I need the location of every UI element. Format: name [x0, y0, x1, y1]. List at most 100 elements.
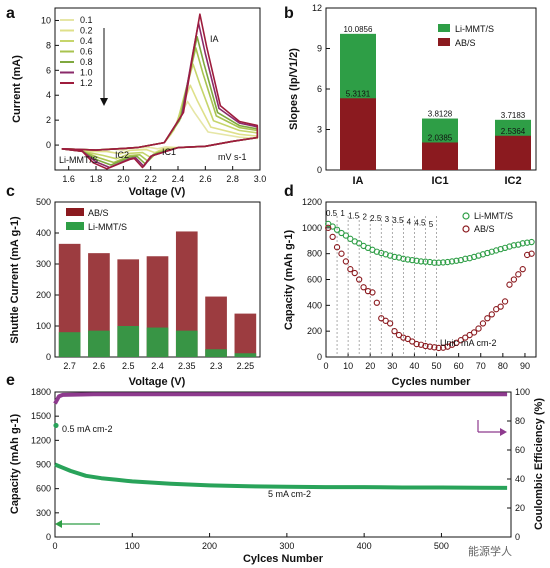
legend-marker-d [462, 225, 470, 233]
legend-label-b: AB/S [455, 38, 476, 48]
point-ab [519, 266, 526, 273]
axis-ticks-e: 0 100 200 300 400 500 0 300 600 900 1200 1500 1800 0 2… [31, 387, 530, 551]
axis-ticks-b: 0 3 6 9 12 [312, 3, 330, 175]
data-label-top: 3.7183 [501, 111, 526, 120]
ytick-label-d: 200 [307, 326, 322, 336]
xtick-label-d: 20 [365, 361, 375, 371]
y2tick-label-e: 80 [515, 416, 525, 426]
legend-d: Li-MMT/S AB/S [462, 211, 513, 234]
point-ab [333, 244, 341, 251]
point-ab [347, 266, 354, 273]
xtick-label-e: 400 [357, 541, 372, 551]
point-li-mmt [435, 259, 442, 266]
xtick-label-b: IC2 [504, 175, 521, 187]
point-li-mmt [417, 258, 425, 265]
xtick-label-a: 2.8 [226, 174, 239, 184]
panel-a: a 1.6 1.8 2.0 2.2 2.4 2.6 2.8 3.0 0 2 4 6 8 10 Voltag… [6, 5, 266, 198]
xtick-label-e: 300 [279, 541, 294, 551]
rate-label: 1 [340, 209, 345, 218]
plot-frame-a [54, 7, 261, 171]
capacity-line [54, 462, 508, 490]
point-li-mmt [524, 239, 531, 246]
xtick-label-d: 40 [409, 361, 419, 371]
legend-marker-d [462, 212, 470, 220]
annot-unit: mV s-1 [218, 152, 247, 162]
rate-dividers: 0.5 1 1.5 2 2.5 3 3.5 4 4.5 5 [326, 209, 437, 357]
cv-curve-1.2 [61, 13, 259, 170]
panel-d: d 0 10 20 30 40 50 60 70 80 900200400600800100012… [283, 183, 537, 388]
point-li-mmt [347, 235, 354, 242]
point-li-mmt [440, 259, 447, 266]
ytick-label-d: 800 [307, 249, 322, 259]
point-ab [470, 329, 478, 336]
point-ab [475, 325, 482, 332]
point-ab [329, 233, 336, 241]
legend-c: AB/S Li-MMT/S [66, 208, 127, 232]
rate-label: 2.5 [370, 214, 382, 223]
ytick-label-e: 900 [36, 460, 51, 470]
point-ab [488, 311, 495, 318]
point-li-mmt [413, 257, 420, 264]
watermark: 能源学人 [468, 544, 512, 558]
ytick-label-a: 2 [46, 115, 51, 125]
ytick-label-d: 1200 [302, 197, 322, 207]
ytick-label-a: 0 [46, 140, 51, 150]
xtick-label-c: 2.3 [210, 361, 223, 371]
xtick-label-d: 0 [323, 361, 328, 371]
ylabel-e: Capacity (mAh g-1) [9, 414, 21, 515]
point-ab [338, 250, 345, 257]
point-ab [351, 269, 358, 277]
point-ab [466, 331, 473, 339]
series-e [53, 392, 508, 490]
point-ab [506, 281, 513, 288]
y2tick-label-e: 60 [515, 445, 525, 455]
point-li-mmt [333, 226, 341, 233]
xtick-label-c: 2.4 [151, 361, 164, 371]
bar-red-2.7 [58, 243, 81, 357]
point-ab [462, 334, 469, 341]
ylabel-d: Capacity (mAh g-1) [283, 230, 295, 331]
bar-green-2.25 [234, 353, 257, 357]
ytick-label-b: 3 [317, 125, 322, 135]
arrow-left [55, 520, 100, 528]
point-ab [528, 250, 535, 257]
legend-label-a: 0.8 [80, 57, 93, 67]
first-point [53, 422, 59, 429]
point-li-mmt [422, 258, 429, 265]
point-ab [356, 276, 363, 283]
annot-ic1: IC1 [162, 147, 176, 157]
xlabel-d: Cycles number [392, 376, 472, 388]
cv-curves [61, 13, 259, 170]
xtick-label-e: 500 [434, 541, 449, 551]
y2label-e: Coulombic Efficiency (%) [533, 398, 545, 530]
panel-label-d: d [284, 183, 294, 200]
ytick-label-a: 10 [41, 15, 51, 25]
data-label-mid: 2.5364 [501, 127, 526, 136]
legend-swatch-c [66, 222, 84, 230]
xtick-label-c: 2.5 [122, 361, 135, 371]
xtick-label-d: 10 [343, 361, 353, 371]
ytick-label-e: 0 [46, 532, 51, 542]
xtick-label-a: 2.6 [199, 174, 212, 184]
bar-red-2.35 [175, 231, 198, 357]
annot-low-rate: 0.5 mA cm-2 [62, 424, 113, 434]
rate-label: 4 [407, 217, 412, 226]
bar-green-2.7 [58, 332, 81, 357]
ylabel-b: Slopes (Ip/V1/2) [288, 48, 300, 130]
point-ab [431, 344, 438, 351]
legend-label-a: 0.2 [80, 26, 93, 36]
xtick-label-c: 2.7 [63, 361, 76, 371]
bar-green-2.6 [88, 330, 110, 357]
axis-ticks-a: 1.6 1.8 2.0 2.2 2.4 2.6 2.8 3.0 0 2 4 6 8 10 [41, 15, 266, 184]
ytick-label-c: 200 [36, 290, 51, 300]
plot-frame-e [54, 391, 512, 538]
xtick-label-e: 0 [52, 541, 57, 551]
rate-label: 3 [385, 215, 390, 224]
point-ab [435, 344, 442, 352]
axis-ticks-c: 0 100 200 300 400 500 [36, 197, 59, 362]
point-ab [395, 331, 403, 339]
annot-ic2: IC2 [115, 150, 129, 160]
point-li-mmt [453, 257, 460, 264]
xtick-label-b: IC1 [431, 175, 448, 187]
xtick-label-e: 200 [202, 541, 217, 551]
